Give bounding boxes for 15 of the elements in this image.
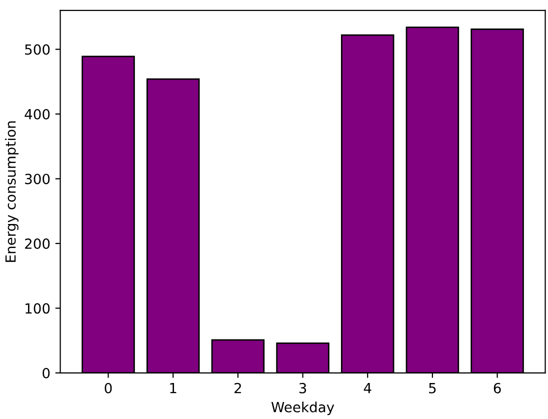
y-tick-label: 100	[26, 303, 50, 314]
y-tick-label: 0	[42, 368, 50, 378]
x-tick-label: 1	[170, 383, 176, 394]
x-tick-label: 5	[429, 383, 436, 394]
y-tick-label: 300	[25, 174, 50, 184]
y-tick-label: 200	[25, 238, 50, 249]
x-tick-label: 6	[494, 382, 501, 394]
x-tick-label: 4	[364, 383, 372, 394]
x-axis-title: Weekday	[271, 402, 334, 416]
y-axis-title: Energy consumption	[5, 121, 18, 262]
x-tick-label: 3	[299, 382, 306, 394]
y-tick-label: 400	[24, 108, 50, 120]
x-tick-label: 0	[104, 382, 112, 394]
x-tick-label: 2	[234, 382, 241, 394]
y-tick-label: 500	[25, 44, 50, 55]
